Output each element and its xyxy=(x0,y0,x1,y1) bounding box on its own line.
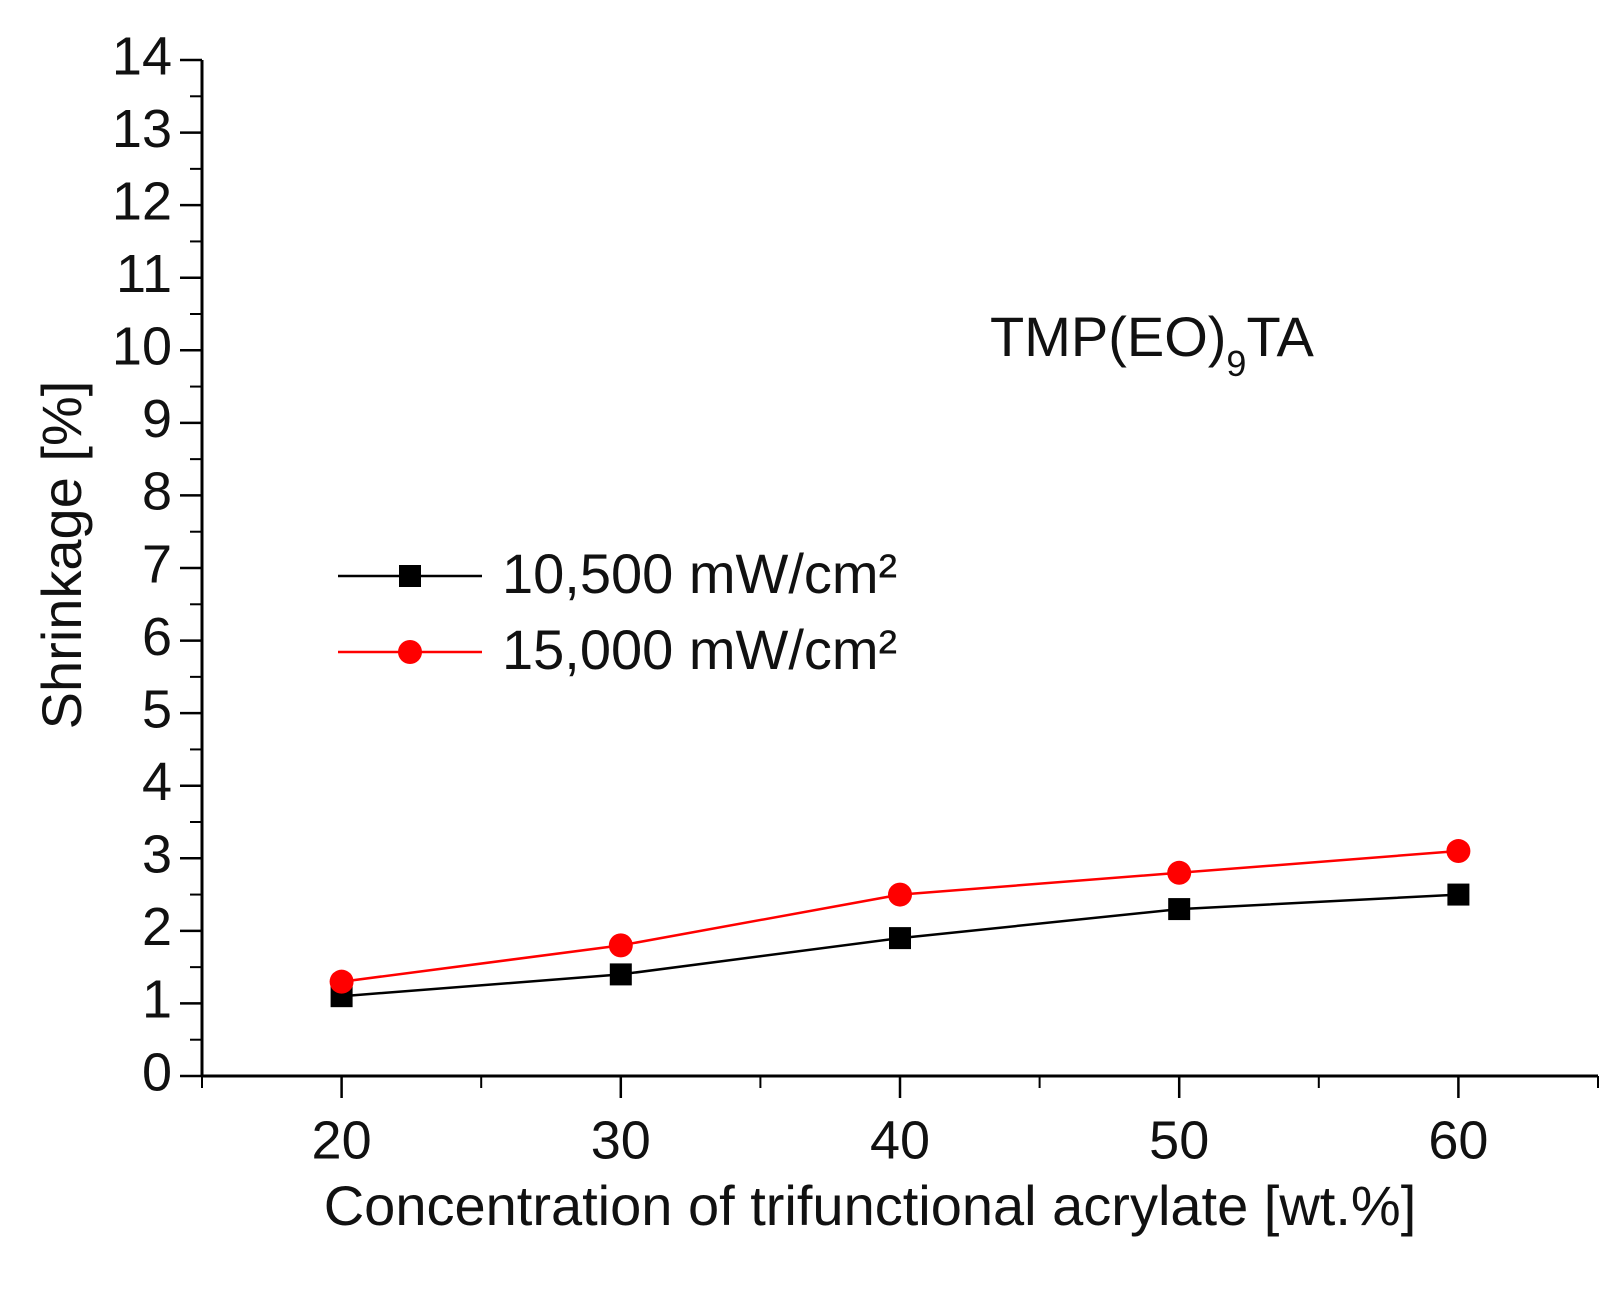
y-tick-label-8: 8 xyxy=(142,462,172,522)
data-point-series-1-60 xyxy=(1447,883,1470,906)
series-line-2 xyxy=(341,849,1459,983)
legend-marker-series-2 xyxy=(398,640,422,664)
legend-label-series-1: 10,500 mW/cm² xyxy=(502,542,897,605)
x-tick-label-40: 40 xyxy=(870,1110,930,1170)
x-axis-label: Concentration of trifunctional acrylate … xyxy=(324,1174,1417,1237)
annotation-main: TMP(EO) xyxy=(990,305,1226,368)
data-point-series-1-30 xyxy=(609,963,632,986)
x-tick-label-50: 50 xyxy=(1149,1110,1209,1170)
y-tick-label-5: 5 xyxy=(142,679,172,739)
chart-annotation: TMP(EO)9TA xyxy=(990,305,1315,384)
y-tick-label-9: 9 xyxy=(142,389,172,449)
y-tick-label-7: 7 xyxy=(142,534,172,594)
data-point-series-1-40 xyxy=(889,927,911,950)
annotation-suffix: TA xyxy=(1246,305,1314,368)
y-tick-label-4: 4 xyxy=(142,752,172,812)
data-point-series-2-20 xyxy=(329,969,354,994)
x-tick-label-60: 60 xyxy=(1428,1110,1488,1170)
y-tick-label-12: 12 xyxy=(112,171,172,231)
x-tick-label-20: 20 xyxy=(312,1110,372,1170)
y-tick-label-13: 13 xyxy=(112,99,172,159)
legend-marker-series-1 xyxy=(399,565,421,587)
data-point-series-2-50 xyxy=(1167,860,1192,885)
y-tick-label-0: 0 xyxy=(142,1042,172,1102)
data-point-series-2-40 xyxy=(888,882,912,907)
annotation-subscript: 9 xyxy=(1226,343,1246,384)
y-tick-label-2: 2 xyxy=(142,897,172,957)
series-layer xyxy=(329,839,1471,1008)
y-tick-label-3: 3 xyxy=(142,825,172,885)
legend-label-series-2: 15,000 mW/cm² xyxy=(502,618,897,681)
y-tick-label-11: 11 xyxy=(116,244,172,304)
legend: 10,500 mW/cm² 15,000 mW/cm² xyxy=(338,542,897,681)
data-point-series-1-50 xyxy=(1168,898,1191,921)
data-point-series-2-30 xyxy=(608,933,633,958)
x-tick-label-30: 30 xyxy=(591,1110,651,1170)
y-tick-label-10: 10 xyxy=(112,317,172,377)
y-tick-label-1: 1 xyxy=(142,970,172,1030)
y-tick-label-6: 6 xyxy=(142,607,172,667)
y-tick-label-14: 14 xyxy=(112,26,172,86)
data-point-series-2-60 xyxy=(1446,839,1471,864)
y-axis-label: Shrinkage [%] xyxy=(30,381,93,730)
